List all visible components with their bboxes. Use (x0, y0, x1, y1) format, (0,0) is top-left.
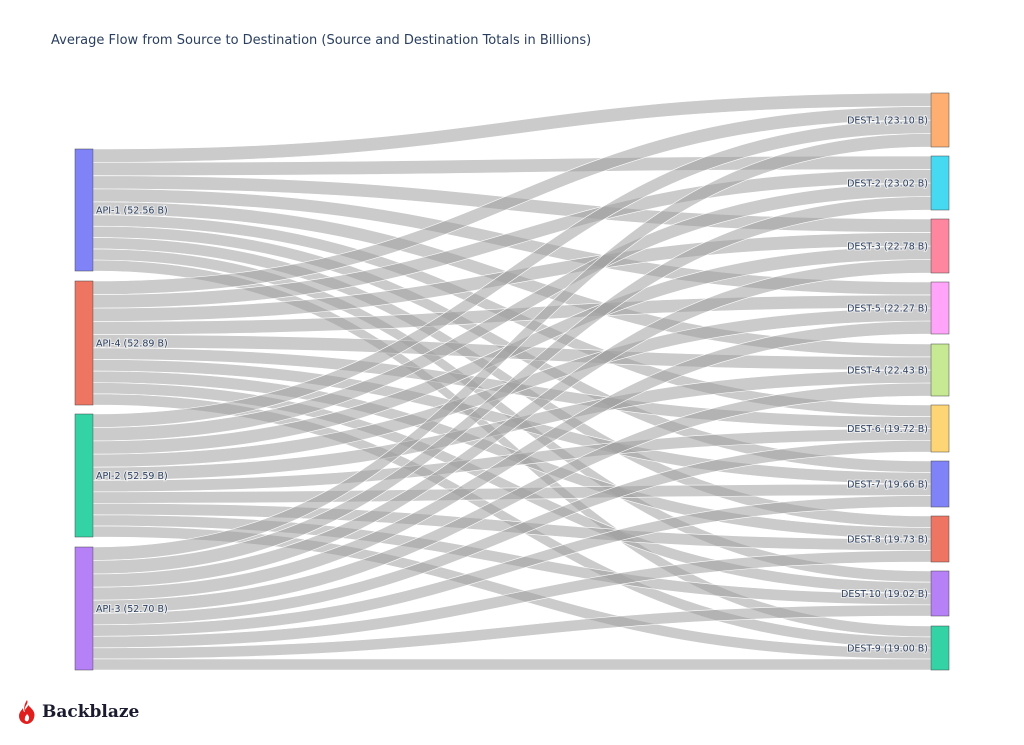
sankey-links (92, 92, 932, 671)
sankey-nodes (74, 92, 950, 671)
destination-node-dest-7[interactable] (930, 460, 950, 508)
destination-label: DEST-1 (23.10 B) (847, 116, 928, 127)
sankey-link (92, 658, 932, 671)
backblaze-logo: Backblaze (18, 700, 139, 724)
destination-node-dest-6[interactable] (930, 404, 950, 453)
destination-label: DEST-9 (19.00 B) (847, 644, 928, 655)
destination-node-dest-8[interactable] (930, 515, 950, 563)
destination-node-dest-3[interactable] (930, 218, 950, 274)
destination-node-dest-2[interactable] (930, 155, 950, 211)
logo-text: Backblaze (42, 702, 140, 722)
destination-label: DEST-5 (22.27 B) (847, 304, 928, 315)
source-label: API-3 (52.70 B) (96, 604, 168, 615)
chart-title: Average Flow from Source to Destination … (51, 33, 592, 48)
source-node-api-3[interactable] (74, 546, 94, 671)
destination-node-dest-10[interactable] (930, 570, 950, 617)
flame-icon (19, 700, 35, 724)
destination-label: DEST-8 (19.73 B) (847, 535, 928, 546)
source-label: API-2 (52.59 B) (96, 471, 168, 482)
source-node-api-1[interactable] (74, 148, 94, 272)
destination-node-dest-4[interactable] (930, 343, 950, 397)
destination-label: DEST-6 (19.72 B) (847, 424, 928, 435)
destination-node-dest-5[interactable] (930, 281, 950, 335)
destination-node-dest-1[interactable] (930, 92, 950, 148)
source-label: API-4 (52.89 B) (96, 339, 168, 350)
destination-label: DEST-4 (22.43 B) (847, 366, 928, 377)
destination-label: DEST-2 (23.02 B) (847, 179, 928, 190)
destination-label: DEST-10 (19.02 B) (841, 589, 928, 600)
sankey-labels: API-1 (52.56 B) API-4 (52.89 B) API-2 (52.… (95, 115, 929, 656)
destination-node-dest-9[interactable] (930, 625, 950, 671)
source-node-api-4[interactable] (74, 280, 94, 406)
destination-label: DEST-3 (22.78 B) (847, 242, 928, 253)
destination-label: DEST-7 (19.66 B) (847, 480, 928, 491)
source-label: API-1 (52.56 B) (96, 206, 168, 217)
source-node-api-2[interactable] (74, 413, 94, 538)
